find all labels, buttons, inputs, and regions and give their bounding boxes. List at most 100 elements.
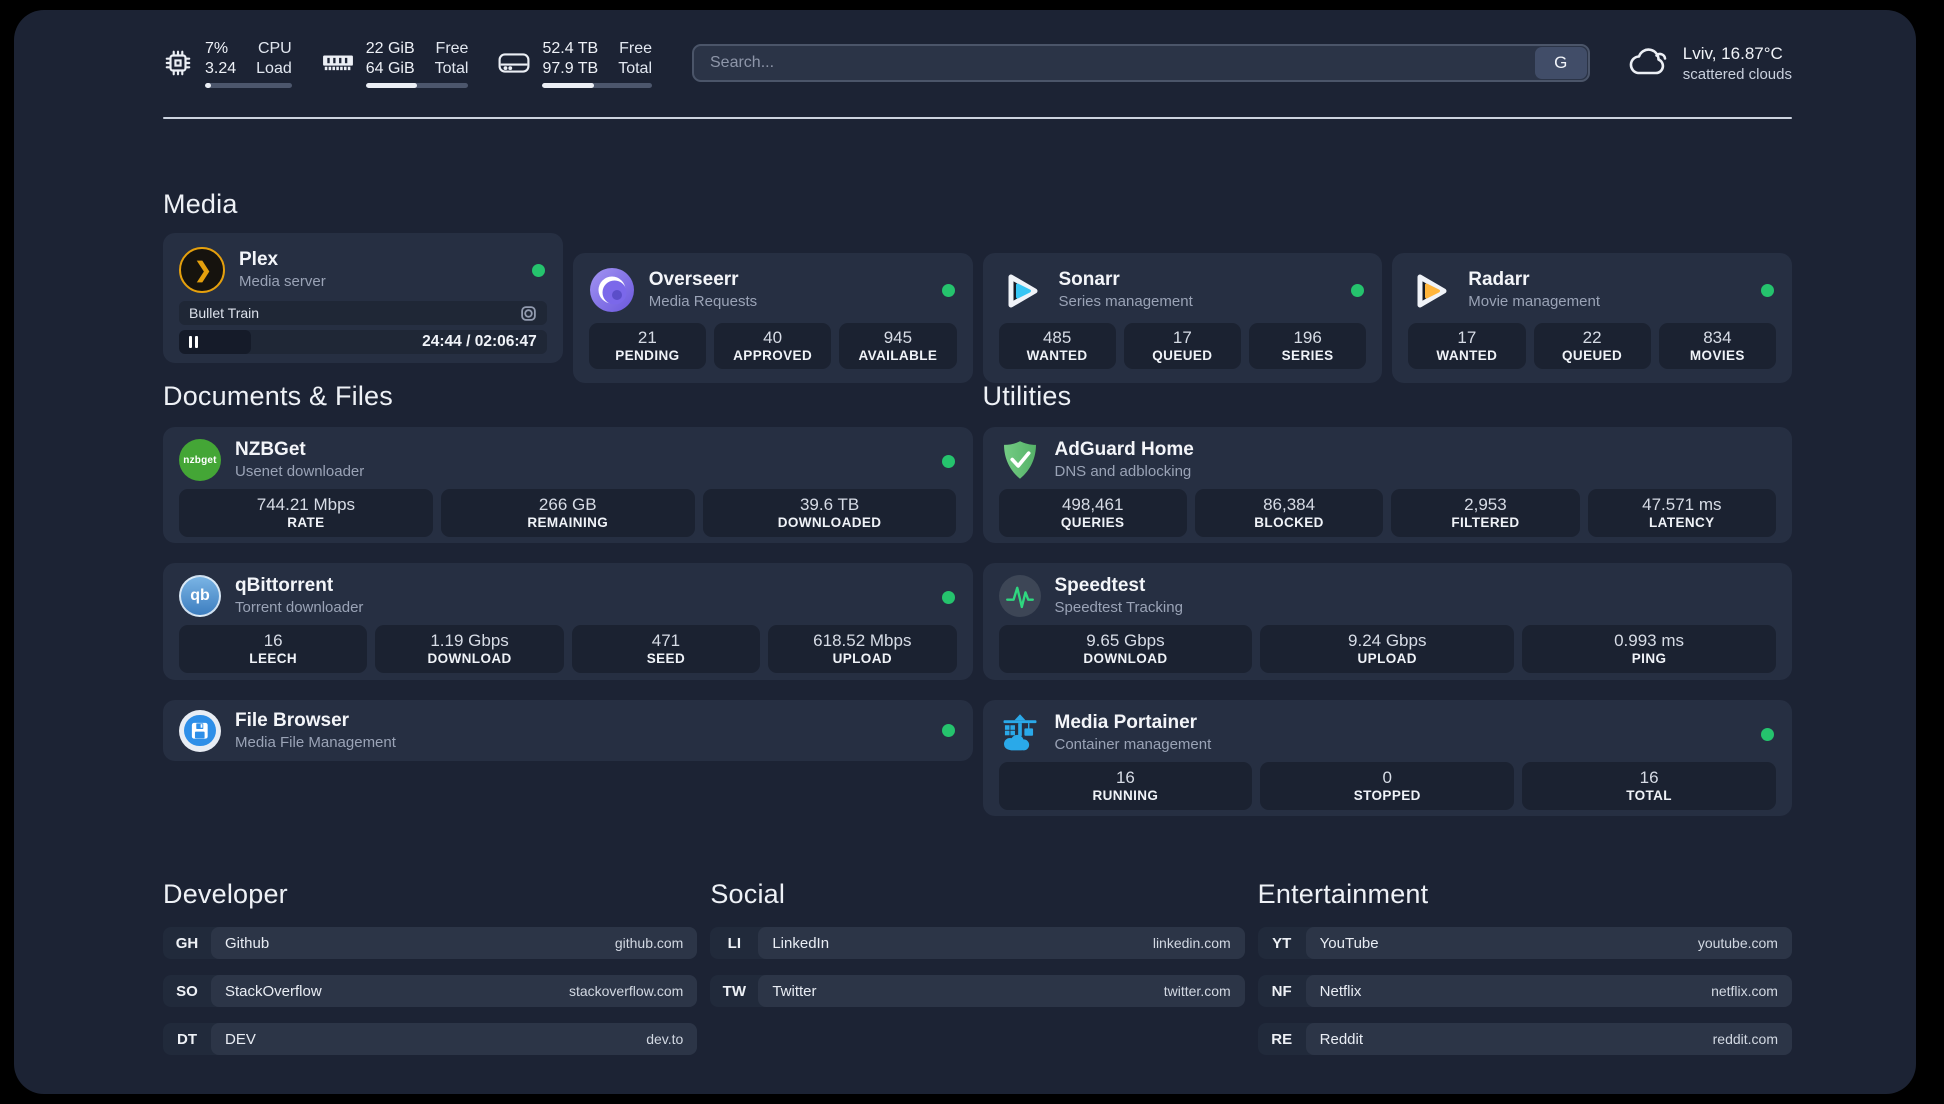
search-bar: G [692, 44, 1590, 82]
overseerr-stat-available: 945 AVAILABLE [839, 323, 957, 369]
qbittorrent-subtitle: Torrent downloader [235, 599, 364, 616]
radarr-title: Radarr [1468, 269, 1530, 290]
overseerr-stat-pending: 21 PENDING [588, 323, 706, 369]
pause-button[interactable] [189, 336, 198, 348]
plex-subtitle: Media server [239, 273, 326, 290]
disk-free-label: Free [619, 39, 652, 57]
bookmark-abbr: RE [1271, 1030, 1293, 1048]
bookmark-abbr: TW [722, 982, 746, 1000]
utilities-heading: Utilities [982, 381, 1072, 411]
adguard-subtitle: DNS and adblocking [1054, 463, 1192, 480]
playback-time: 24:44 / 02:06:47 [422, 333, 537, 350]
bookmark-stackoverflow[interactable]: SO StackOverflow stackoverflow.com [163, 975, 698, 1007]
speedtest-stat-upload: 9.24 Gbps UPLOAD [1260, 625, 1515, 673]
speedtest-icon [998, 575, 1041, 617]
memory-total-value: 64 GiB [365, 59, 415, 77]
bookmark-abbr: GH [175, 934, 199, 952]
cpu-progress-bar [205, 82, 292, 88]
bookmark-twitter[interactable]: TW Twitter twitter.com [710, 975, 1245, 1007]
bookmark-linkedin[interactable]: LI LinkedIn linkedin.com [710, 927, 1245, 959]
memory-icon [322, 55, 353, 71]
bookmark-name: YouTube [1319, 934, 1379, 952]
radarr-stat-movies: 834 MOVIES [1658, 323, 1776, 369]
bookmark-name: Twitter [772, 982, 817, 1000]
disk-stat: 52.4 TB 97.9 TB Free Total [498, 39, 652, 88]
portainer-card[interactable]: Media Portainer Container management 16 … [982, 700, 1792, 816]
overseerr-stat-approved: 40 APPROVED [714, 323, 832, 369]
bookmark-dev[interactable]: DT DEV dev.to [163, 1023, 698, 1055]
disk-free-value: 52.4 TB [542, 39, 599, 57]
disk-icon [498, 53, 530, 73]
radarr-card[interactable]: Radarr Movie management 17 WANTED 22 QUE… [1392, 253, 1792, 383]
adguard-stat-queries: 498,461 QUERIES [998, 489, 1187, 537]
weather-location-temp: Lviv, 16.87°C [1682, 43, 1783, 63]
nzbget-stat-downloaded: 39.6 TB DOWNLOADED [702, 489, 957, 537]
playback-progress-bar: 24:44 / 02:06:47 [179, 330, 547, 354]
qbittorrent-stat-download: 1.19 Gbps DOWNLOAD [375, 625, 564, 673]
speedtest-card[interactable]: Speedtest Speedtest Tracking 9.65 Gbps D… [982, 563, 1792, 680]
bookmark-domain: linkedin.com [1152, 935, 1231, 951]
qbittorrent-stat-leech: 16 LEECH [179, 625, 368, 673]
social-heading: Social [710, 879, 786, 909]
search-input[interactable] [692, 44, 1590, 82]
memory-free-label: Free [435, 39, 469, 57]
overseerr-status-dot [941, 284, 955, 297]
nzbget-icon: nzbget [179, 439, 221, 481]
entertainment-heading: Entertainment [1257, 879, 1429, 909]
disk-total-label: Total [618, 59, 652, 77]
qbittorrent-status-dot [941, 591, 955, 604]
memory-free-value: 22 GiB [365, 39, 415, 57]
bookmark-youtube[interactable]: YT YouTube youtube.com [1257, 927, 1792, 959]
portainer-title: Media Portainer [1054, 712, 1198, 733]
cpu-usage-label: CPU [257, 39, 292, 57]
nzbget-card[interactable]: nzbget NZBGet Usenet downloader 744.21 M… [163, 427, 973, 543]
disk-total-value: 97.9 TB [542, 59, 599, 77]
memory-total-label: Total [434, 59, 469, 77]
qbittorrent-stat-upload: 618.52 Mbps UPLOAD [768, 625, 957, 673]
sonarr-stat-queued: 17 QUEUED [1123, 323, 1241, 369]
cpu-icon [165, 50, 191, 76]
bookmark-netflix[interactable]: NF Netflix netflix.com [1257, 975, 1792, 1007]
sonarr-stat-wanted: 485 WANTED [998, 323, 1116, 369]
bookmark-abbr: SO [176, 982, 198, 1000]
bookmark-name: Github [225, 934, 270, 952]
filebrowser-title: File Browser [235, 709, 350, 731]
plex-title: Plex [239, 249, 279, 270]
bookmark-name: DEV [225, 1030, 256, 1048]
radarr-status-dot [1761, 284, 1774, 297]
bookmark-abbr: NF [1271, 982, 1292, 1000]
adguard-title: AdGuard Home [1054, 439, 1194, 460]
overseerr-card[interactable]: Overseerr Media Requests 21 PENDING 40 A… [572, 253, 973, 383]
cloud-icon [1629, 48, 1667, 75]
bookmark-domain: github.com [614, 935, 684, 951]
radarr-stat-queued: 22 QUEUED [1533, 323, 1651, 369]
adguard-card[interactable]: AdGuard Home DNS and adblocking 498,461 … [982, 427, 1792, 543]
system-stats: 7% 3.24 CPU Load [163, 39, 652, 88]
overseerr-title: Overseerr [648, 269, 739, 290]
plex-status-dot [531, 264, 545, 277]
filebrowser-card[interactable]: File Browser Media File Management [163, 700, 973, 761]
sonarr-card[interactable]: Sonarr Series management 485 WANTED 17 Q… [982, 253, 1383, 383]
bookmark-domain: stackoverflow.com [568, 983, 684, 999]
adguard-icon [999, 439, 1041, 481]
nzbget-subtitle: Usenet downloader [235, 463, 365, 480]
bookmark-reddit[interactable]: RE Reddit reddit.com [1257, 1023, 1792, 1055]
disk-progress-bar [542, 82, 652, 88]
nzbget-stat-rate: 744.21 Mbps RATE [179, 489, 433, 537]
adguard-stat-latency: 47.571 ms LATENCY [1587, 489, 1776, 537]
cpu-load-value: 3.24 [205, 59, 237, 77]
bookmark-github[interactable]: GH Github github.com [163, 927, 698, 959]
header-divider [163, 117, 1792, 119]
search-provider-button[interactable]: G [1534, 47, 1587, 79]
now-playing-title: Bullet Train [189, 305, 260, 321]
overseerr-subtitle: Media Requests [648, 293, 758, 310]
speedtest-stat-ping: 0.993 ms PING [1522, 625, 1776, 673]
plex-card[interactable]: ❯ Plex Media server Bullet Train [163, 233, 563, 363]
cast-icon[interactable] [520, 305, 537, 322]
qbittorrent-card[interactable]: qb qBittorrent Torrent downloader 16 LEE… [163, 563, 973, 680]
adguard-stat-blocked: 86,384 BLOCKED [1194, 489, 1384, 537]
bookmark-abbr: DT [177, 1030, 197, 1048]
filebrowser-icon [179, 709, 221, 752]
bookmark-abbr: YT [1272, 934, 1292, 952]
speedtest-stat-download: 9.65 Gbps DOWNLOAD [998, 625, 1253, 673]
